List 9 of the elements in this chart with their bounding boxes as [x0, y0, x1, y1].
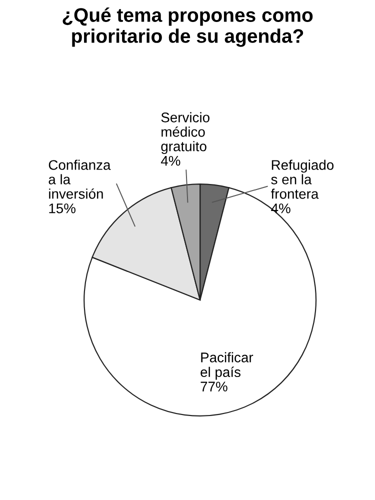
- data-label: 77%: [200, 382, 228, 392]
- data-label: 4%: [271, 204, 290, 214]
- slice-label: Confianza a la inversión: [48, 160, 111, 199]
- slice-label: Servicio médico gratuito: [161, 112, 210, 154]
- data-label: 15%: [49, 204, 76, 214]
- data-label: 4%: [160, 156, 180, 166]
- slice-label: Pacificar el país: [200, 352, 254, 380]
- chart-title: ¿Qué tema propones como prioritario de su agenda?: [62, 8, 313, 47]
- slice-label: Refugiado s en la frontera: [270, 160, 334, 199]
